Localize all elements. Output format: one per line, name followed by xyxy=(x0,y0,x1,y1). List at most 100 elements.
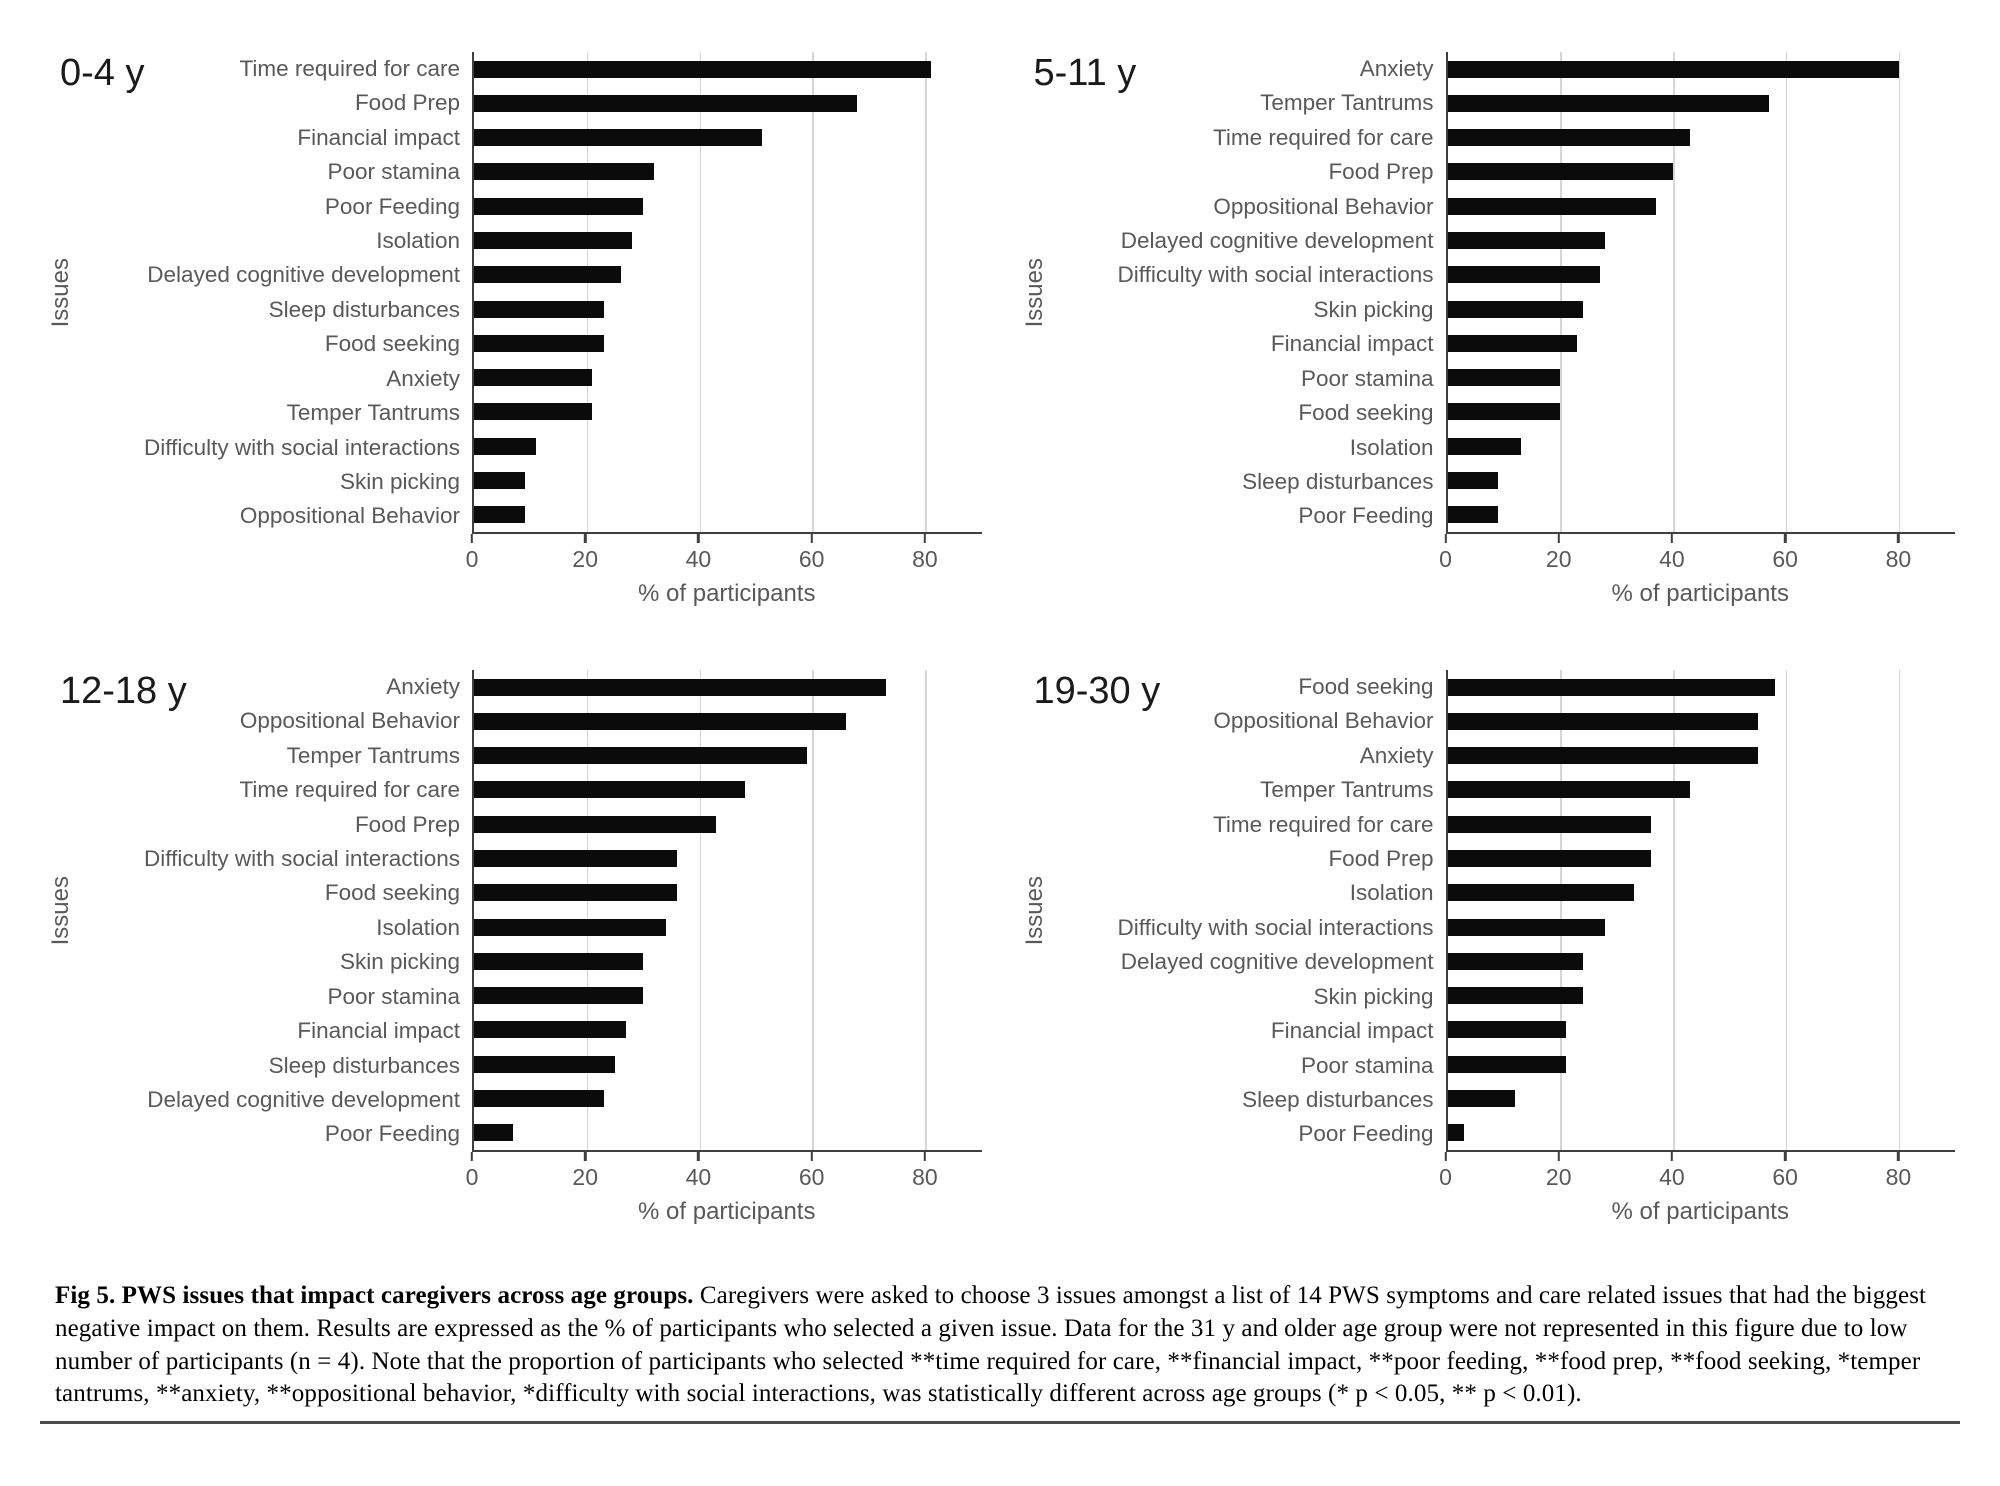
category-label: Difficulty with social interactions xyxy=(1117,262,1434,288)
bar xyxy=(474,987,644,1005)
gridline xyxy=(586,670,589,1150)
x-axis-label: % of participants xyxy=(638,1198,816,1225)
category-label: Delayed cognitive development xyxy=(147,262,460,288)
bar xyxy=(474,884,677,902)
tick-mark xyxy=(1783,1152,1787,1161)
bar xyxy=(1447,266,1600,284)
category-label: Isolation xyxy=(1349,880,1434,906)
plot-area xyxy=(472,670,982,1152)
category-label: Food seeking xyxy=(1298,673,1434,699)
y-axis-label: Issues xyxy=(47,258,74,328)
tick-mark xyxy=(1557,1152,1560,1161)
tick-label: 20 xyxy=(1545,546,1572,572)
category-label: Food Prep xyxy=(1328,846,1434,872)
bar xyxy=(1447,747,1758,765)
tick-label: 80 xyxy=(912,1164,938,1190)
bar-row xyxy=(1447,1047,1956,1081)
category-label: Temper Tantrums xyxy=(1260,90,1434,116)
bar-row xyxy=(1447,86,1956,120)
plot-area xyxy=(1445,670,1956,1152)
plot-area xyxy=(472,52,982,534)
gridline xyxy=(1560,670,1562,1150)
category-label: Poor Feeding xyxy=(1298,1121,1434,1147)
bar-row xyxy=(474,807,982,841)
tick-mark xyxy=(584,534,587,543)
category-labels: Anxiety Oppositional Behavior Temper Tantr… xyxy=(84,670,472,1152)
tick-mark xyxy=(1444,1152,1447,1161)
bar-row xyxy=(1447,979,1956,1013)
tick-label: 60 xyxy=(1772,1164,1798,1190)
category-label: Food seeking xyxy=(1298,400,1434,426)
tick-mark xyxy=(470,534,474,543)
bar-row xyxy=(1447,292,1956,326)
bar-row xyxy=(1447,1081,1956,1115)
x-axis-ticks: 0 20 40 60 80 xyxy=(466,1152,982,1194)
category-label: Sleep disturbances xyxy=(1242,469,1434,495)
bar xyxy=(1447,1055,1566,1073)
bar xyxy=(1447,300,1583,318)
bar-row xyxy=(1447,223,1956,257)
category-label: Sleep disturbances xyxy=(1242,1087,1434,1113)
bar-row xyxy=(1447,121,1956,155)
charts-grid: 0-4 y Issues Time required for care Food … xyxy=(38,52,1955,1226)
bar xyxy=(1447,506,1499,524)
category-label: Difficulty with social interactions xyxy=(144,846,460,872)
bar xyxy=(474,266,621,284)
tick-mark xyxy=(810,534,813,543)
gridline xyxy=(1785,52,1788,532)
category-label: Temper Tantrums xyxy=(286,400,460,426)
bar-row xyxy=(1447,361,1956,395)
category-label: Anxiety xyxy=(386,673,460,699)
bar xyxy=(474,403,593,421)
bar xyxy=(474,952,644,970)
tick-label: 0 xyxy=(465,546,479,572)
bar-row xyxy=(1447,807,1956,841)
bar xyxy=(1447,472,1499,490)
bar xyxy=(1447,952,1583,970)
bar xyxy=(474,1124,514,1142)
bars xyxy=(1447,670,1956,1150)
tick-label: 40 xyxy=(685,1164,712,1190)
x-axis-ticks: 0 20 40 60 80 xyxy=(466,534,982,576)
category-label: Poor stamina xyxy=(327,983,460,1009)
bar xyxy=(474,781,745,799)
gridline xyxy=(812,670,814,1150)
bar xyxy=(474,1021,627,1039)
bar-row xyxy=(474,1116,982,1150)
bar xyxy=(1447,232,1606,250)
category-label: Anxiety xyxy=(1359,742,1434,768)
bars xyxy=(474,52,982,532)
tick-mark xyxy=(923,1152,927,1161)
bar xyxy=(474,163,655,181)
gridline xyxy=(699,670,702,1150)
bar xyxy=(1447,884,1634,902)
x-axis-ticks: 0 20 40 60 80 xyxy=(1439,534,1956,576)
bar xyxy=(474,334,604,352)
tick-mark xyxy=(1783,534,1787,543)
gridline xyxy=(925,52,927,532)
bar xyxy=(1447,403,1561,421)
category-label: Skin picking xyxy=(339,949,460,975)
bar-row xyxy=(474,1047,982,1081)
bar xyxy=(1447,369,1561,387)
chart-title: 12-18 y xyxy=(60,670,187,712)
x-axis-ticks: 0 20 40 60 80 xyxy=(1439,1152,1956,1194)
tick-mark xyxy=(697,534,700,543)
bar-row xyxy=(474,876,982,910)
category-label: Time required for care xyxy=(239,777,461,803)
bar-row xyxy=(474,1081,982,1115)
bar-row xyxy=(1447,189,1956,223)
tick-label: 60 xyxy=(798,546,825,572)
bar xyxy=(474,678,886,696)
chart-title: 5-11 y xyxy=(1033,52,1137,94)
bar-row xyxy=(474,395,982,429)
category-label: Difficulty with social interactions xyxy=(144,434,460,460)
bar-row xyxy=(474,910,982,944)
bar xyxy=(474,850,677,868)
bar xyxy=(1447,1090,1516,1108)
tick-mark xyxy=(584,1152,587,1161)
bar xyxy=(1447,678,1775,696)
category-label: Delayed cognitive development xyxy=(1120,228,1434,254)
tick-mark xyxy=(810,1152,813,1161)
bar xyxy=(474,918,666,936)
